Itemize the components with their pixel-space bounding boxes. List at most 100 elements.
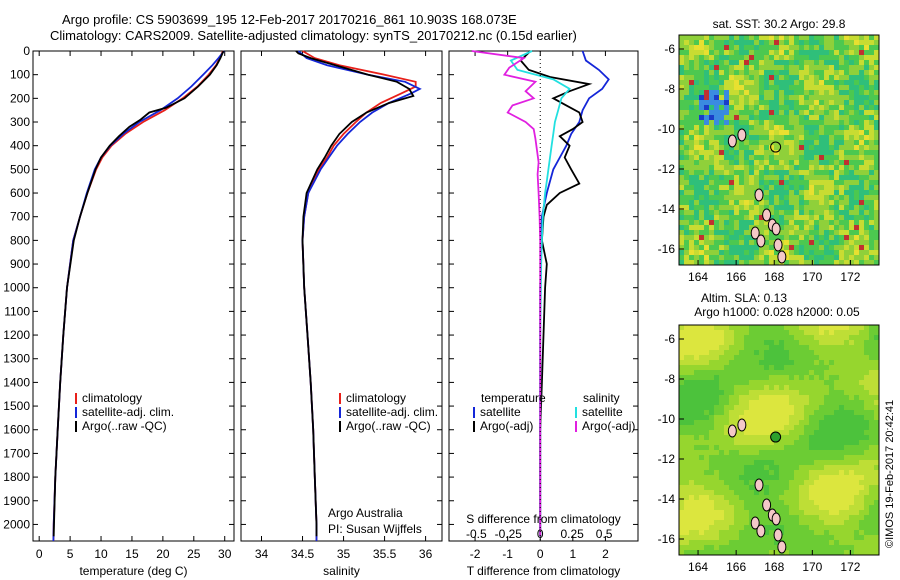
sst-map-cell [819,215,825,221]
sst-map-cell [824,80,830,86]
sla-map-cell [809,365,815,371]
sst-map-cell [809,105,815,111]
sst-map-cell [759,200,765,206]
sla-map-cell [839,440,845,446]
sla-map-cell [819,485,825,491]
sla-map-cell [764,440,770,446]
sla-map-cell [874,345,880,351]
sla-map-cell [724,430,730,436]
sla-map-cell [689,355,695,361]
sla-map-cell [859,375,865,381]
sst-map-cell [699,230,705,236]
sst-map-cell [704,95,710,101]
sla-map-cell [849,515,855,521]
sst-map-cell [864,240,870,246]
sst-map-cell [779,110,785,116]
sst-map-cell [769,125,775,131]
sst-map-cell [844,130,850,136]
sla-map-cell [679,415,685,421]
sla-map-cell [799,510,805,516]
sla-map-cell [779,410,785,416]
sst-map-cell [844,190,850,196]
sst-map-cell [834,100,840,106]
sst-map-cell [689,250,695,256]
sla-map-cell [789,445,795,451]
sla-map-cell [779,405,785,411]
sst-map-cell [864,125,870,131]
sst-map-cell [734,225,740,231]
sla-map-cell [834,330,840,336]
sla-map-cell [719,395,725,401]
sst-map-cell [684,135,690,141]
sst-map-cell [714,65,720,71]
sst-map-cell [844,115,850,121]
sst-map-cell [864,235,870,241]
sla-map-cell [769,405,775,411]
sla-map-cell [679,465,685,471]
sst-map-cell [719,105,725,111]
sst-map-cell [704,130,710,136]
sla-map-cell [709,540,715,546]
sst-map-cell [819,175,825,181]
sla-map-cell [714,325,720,331]
sla-map-cell [789,455,795,461]
sst-map-cell [679,170,685,176]
sla-map-cell [749,350,755,356]
sst-map-cell [779,135,785,141]
sst-map-cell [779,90,785,96]
sla-map-cell [759,545,765,551]
sst-map-title: sat. SST: 30.2 Argo: 29.8 [713,17,846,31]
sla-map-cell [784,375,790,381]
sla-map-cell [759,535,765,541]
sst-map-cell [869,150,875,156]
sla-map-cell [749,530,755,536]
sst-map-cell [819,50,825,56]
sla-map-cell [769,525,775,531]
sla-map-cell [784,520,790,526]
sst-map-cell [744,50,750,56]
sla-map-cell [729,330,735,336]
sst-map-cell [799,260,805,266]
sst-map-cell [684,175,690,181]
sla-map-cell [739,505,745,511]
sla-map-cell [679,475,685,481]
sla-map-cell [739,535,745,541]
difference-legend-header-salinity: salinity [583,391,620,405]
sst-map-cell [809,65,815,71]
sla-map-cell [764,515,770,521]
sla-map-cell [789,475,795,481]
sla-map-cell [829,500,835,506]
sla-map-cell [704,505,710,511]
sst-map-cell [739,110,745,116]
sla-map-cell [779,340,785,346]
sst-map-cell [764,45,770,51]
sst-map-cell [779,200,785,206]
sst-map-cell [744,195,750,201]
sst-map-cell [814,210,820,216]
sla-map-cell [869,545,875,551]
sla-map-cell [854,485,860,491]
sst-map-cell [874,200,880,206]
sla-map-cell [699,410,705,416]
sst-map-cell [689,75,695,81]
sla-map-cell [694,440,700,446]
sla-map-cell [759,410,765,416]
sst-map-cell [829,195,835,201]
sst-map-cell [729,240,735,246]
sla-map-cell [724,520,730,526]
sla-map-cell [739,445,745,451]
sst-map-cell [699,45,705,51]
sst-map-cell [874,195,880,201]
sst-map-cell [749,155,755,161]
sla-map-cell [744,445,750,451]
sst-map-cell [699,50,705,56]
sst-map-cell [819,205,825,211]
sla-map-cell [799,450,805,456]
sst-map-cell [829,85,835,91]
sst-map-cell [794,185,800,191]
sla-map-cell [749,430,755,436]
sla-map-cell [844,455,850,461]
sst-map-cell [704,235,710,241]
sst-map-cell [744,200,750,206]
sst-map-cell [864,165,870,171]
